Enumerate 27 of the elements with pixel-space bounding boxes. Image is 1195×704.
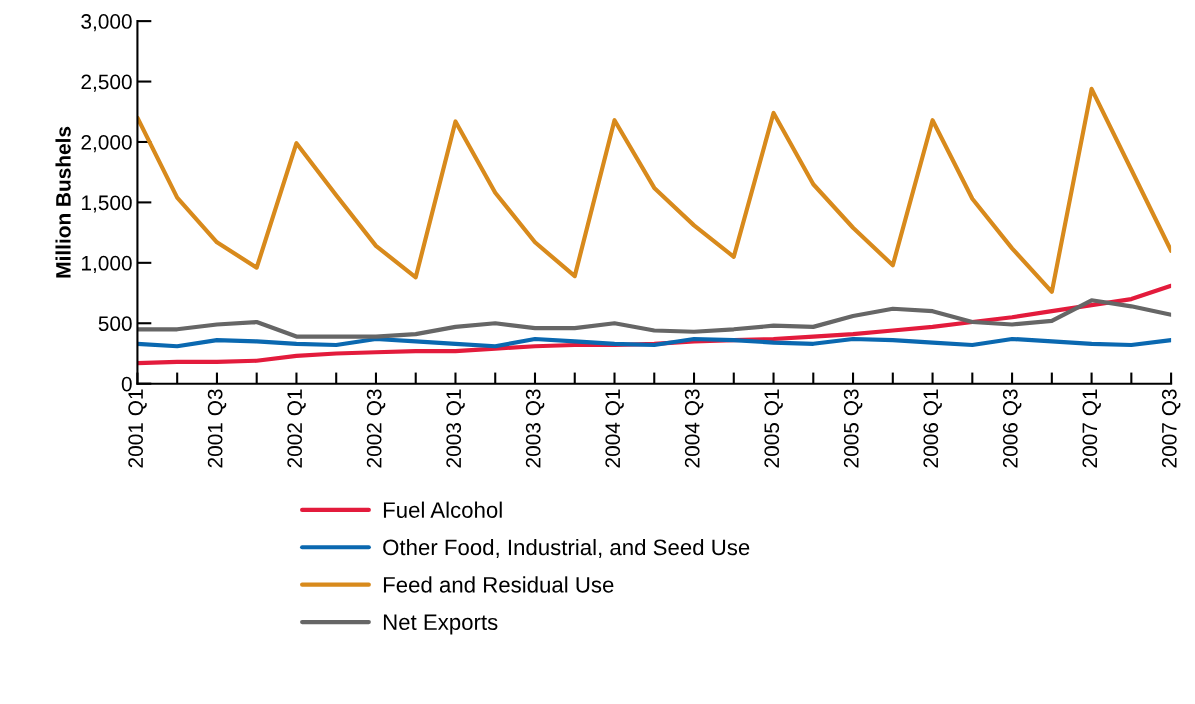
y-tick-label: 500 bbox=[98, 316, 132, 332]
x-tick-label: 2005 Q3 bbox=[843, 389, 863, 468]
y-tick-label: 2,000 bbox=[81, 134, 132, 153]
x-tick-label: 2002 Q3 bbox=[366, 389, 386, 468]
x-tick-label: 2002 Q1 bbox=[287, 389, 306, 468]
x-tick-label: 2004 Q1 bbox=[605, 389, 624, 468]
y-tick-label: 1,000 bbox=[82, 255, 132, 274]
x-tick-label: 2006 Q1 bbox=[923, 389, 942, 468]
x-tick-label: 2006 Q3 bbox=[1002, 389, 1022, 468]
x-tick-label: 2003 Q1 bbox=[446, 389, 465, 468]
legend-label: Fuel Alcohol bbox=[383, 501, 502, 518]
y-tick-label: 1,500 bbox=[82, 195, 132, 213]
x-tick-label: 2007 Q3 bbox=[1161, 389, 1181, 468]
line-series bbox=[137, 298, 1172, 339]
x-tick-label: 2001 Q3 bbox=[207, 389, 227, 468]
y-tick-label: 3,000 bbox=[81, 14, 132, 32]
x-tick-label: 2004 Q3 bbox=[684, 389, 704, 468]
x-tick-label: 2007 Q1 bbox=[1082, 389, 1101, 468]
y-tick-label: 2,500 bbox=[81, 74, 132, 92]
line-series bbox=[137, 86, 1172, 294]
y-axis-title: Million Bushels bbox=[55, 126, 71, 278]
line-series bbox=[137, 336, 1172, 349]
legend-label: Other Food, Industrial, and Seed Use bbox=[383, 538, 750, 558]
x-tick-label: 2003 Q3 bbox=[525, 389, 545, 468]
x-tick-label: 2005 Q1 bbox=[764, 389, 783, 468]
legend-label: Net Exports bbox=[383, 614, 498, 635]
legend-label: Feed and Residual Use bbox=[383, 576, 614, 593]
